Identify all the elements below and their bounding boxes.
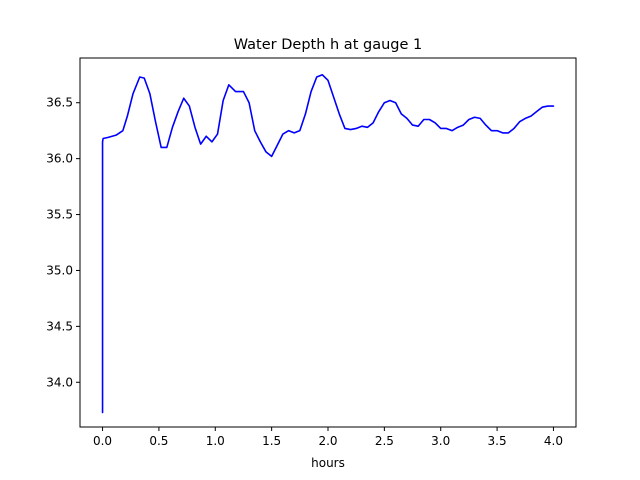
x-tick-label: 3.5 (488, 434, 507, 448)
y-tick-label: 34.0 (46, 375, 73, 389)
x-tick-label: 2.5 (375, 434, 394, 448)
y-tick-label: 36.0 (46, 152, 73, 166)
x-tick-label: 1.5 (262, 434, 281, 448)
x-axis-label: hours (311, 456, 345, 470)
x-tick-label: 0.5 (149, 434, 168, 448)
x-axis: 0.0 0.5 1.0 1.5 2.0 2.5 3.0 3.5 4.0 (93, 427, 563, 448)
y-tick-label: 35.5 (46, 208, 73, 222)
series-line-1 (101, 73, 555, 414)
x-tick-label: 4.0 (544, 434, 563, 448)
x-tick-label: 0.0 (93, 434, 112, 448)
x-tick-label: 3.0 (431, 434, 450, 448)
x-tick-label: 1.0 (206, 434, 225, 448)
y-tick-label: 35.0 (46, 263, 73, 277)
y-tick-label: 34.5 (46, 319, 73, 333)
series-layer (101, 73, 555, 414)
y-axis: 34.0 34.5 35.0 35.5 36.0 36.5 (46, 96, 80, 389)
x-tick-label: 2.0 (318, 434, 337, 448)
chart-title: Water Depth h at gauge 1 (234, 37, 422, 53)
y-tick-label: 36.5 (46, 96, 73, 110)
